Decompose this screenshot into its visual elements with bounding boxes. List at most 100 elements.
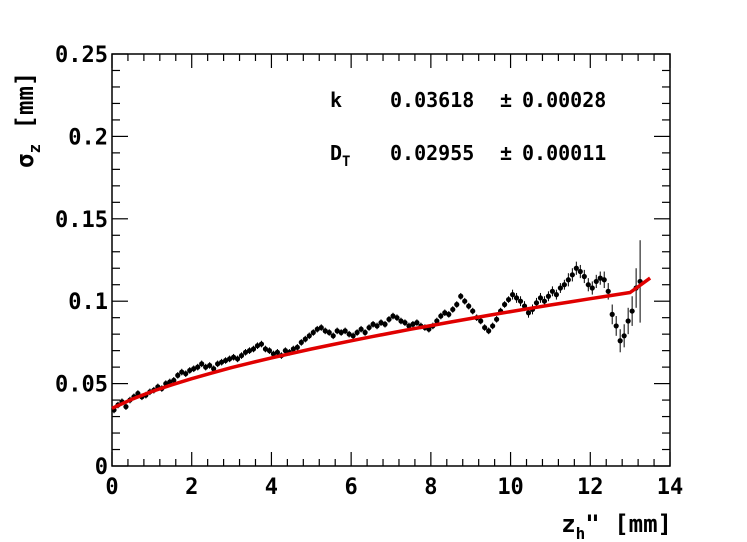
data-marker [179, 369, 185, 375]
data-marker [310, 329, 316, 336]
data-point [242, 348, 249, 356]
data-marker [629, 308, 635, 314]
data-point [378, 319, 384, 326]
data-marker [219, 359, 225, 365]
data-point [187, 367, 193, 374]
data-point [310, 329, 316, 336]
data-marker [270, 351, 277, 357]
data-point [123, 403, 129, 410]
data-point [553, 289, 560, 300]
data-marker [187, 367, 193, 374]
data-marker [561, 282, 567, 288]
data-marker [306, 333, 312, 339]
data-point [366, 324, 372, 331]
data-marker [442, 310, 448, 316]
data-marker [406, 323, 412, 329]
data-marker [545, 293, 552, 299]
x-tick-label: 6 [345, 475, 358, 500]
data-point [478, 317, 484, 325]
data-point [254, 342, 261, 349]
x-tick-label: 4 [265, 475, 278, 500]
annotation-param-dt-pm: ± [500, 141, 512, 165]
data-point [362, 329, 368, 336]
data-marker [478, 318, 484, 324]
data-point [342, 327, 348, 335]
data-marker [358, 326, 364, 332]
data-point [314, 325, 320, 333]
data-marker [490, 323, 496, 329]
annotation-param-k-pm: ± [500, 88, 512, 112]
data-marker [577, 268, 583, 275]
data-marker [585, 282, 591, 288]
data-point [318, 324, 324, 331]
data-marker [621, 333, 627, 339]
data-point [330, 332, 336, 340]
data-marker [191, 366, 197, 372]
data-point [505, 296, 512, 303]
data-point [509, 289, 516, 300]
data-marker [557, 285, 563, 291]
plot-frame [111, 53, 671, 467]
data-point [621, 324, 627, 348]
data-marker [581, 273, 587, 280]
data-marker [609, 311, 615, 317]
data-point [494, 316, 500, 323]
data-marker [450, 306, 456, 313]
x-axis-title: zh" [mm] [561, 510, 672, 542]
data-marker [402, 320, 408, 326]
data-point [226, 355, 233, 363]
data-marker [613, 323, 619, 329]
data-point [458, 292, 464, 300]
annotation-param-k-error: 0.00028 [522, 88, 606, 112]
data-point [370, 320, 376, 328]
data-marker [541, 298, 548, 304]
data-marker [330, 333, 336, 339]
data-marker [398, 318, 404, 324]
data-marker [414, 320, 420, 326]
data-point [410, 320, 416, 328]
data-marker [458, 293, 464, 299]
data-point [549, 286, 556, 297]
data-marker [254, 343, 261, 349]
data-point [414, 319, 420, 326]
data-point [334, 327, 340, 335]
data-point [470, 307, 476, 315]
data-marker [573, 265, 579, 271]
data-marker [318, 324, 324, 331]
fit-curve-group [111, 276, 652, 410]
data-point [577, 264, 583, 279]
data-series [111, 240, 643, 414]
data-point [617, 329, 623, 353]
data-point [398, 317, 404, 325]
data-marker [326, 329, 332, 336]
data-point [597, 271, 603, 285]
data-point [374, 322, 380, 330]
data-point [573, 261, 579, 275]
data-point [234, 355, 241, 363]
data-point [326, 329, 332, 336]
y-axis-title: σz [mm] [11, 72, 44, 168]
data-marker [549, 288, 556, 294]
data-marker [266, 348, 273, 354]
data-point [222, 357, 229, 364]
data-marker [446, 311, 452, 317]
data-point [282, 347, 288, 354]
data-marker [171, 377, 177, 383]
data-point [338, 329, 344, 336]
data-point [207, 362, 213, 369]
data-point [466, 302, 472, 310]
data-point [306, 332, 312, 340]
y-tick-label: 0.1 [68, 290, 108, 315]
data-point [382, 320, 388, 328]
data-point [637, 240, 643, 323]
data-marker [605, 288, 611, 294]
data-point [358, 325, 364, 333]
data-marker [517, 298, 524, 304]
data-marker [410, 321, 416, 327]
data-point [450, 306, 456, 313]
data-point [354, 329, 360, 336]
x-tick-label: 8 [424, 475, 437, 500]
data-point [394, 314, 400, 321]
x-tick-label: 10 [497, 475, 524, 500]
data-point [589, 281, 595, 295]
